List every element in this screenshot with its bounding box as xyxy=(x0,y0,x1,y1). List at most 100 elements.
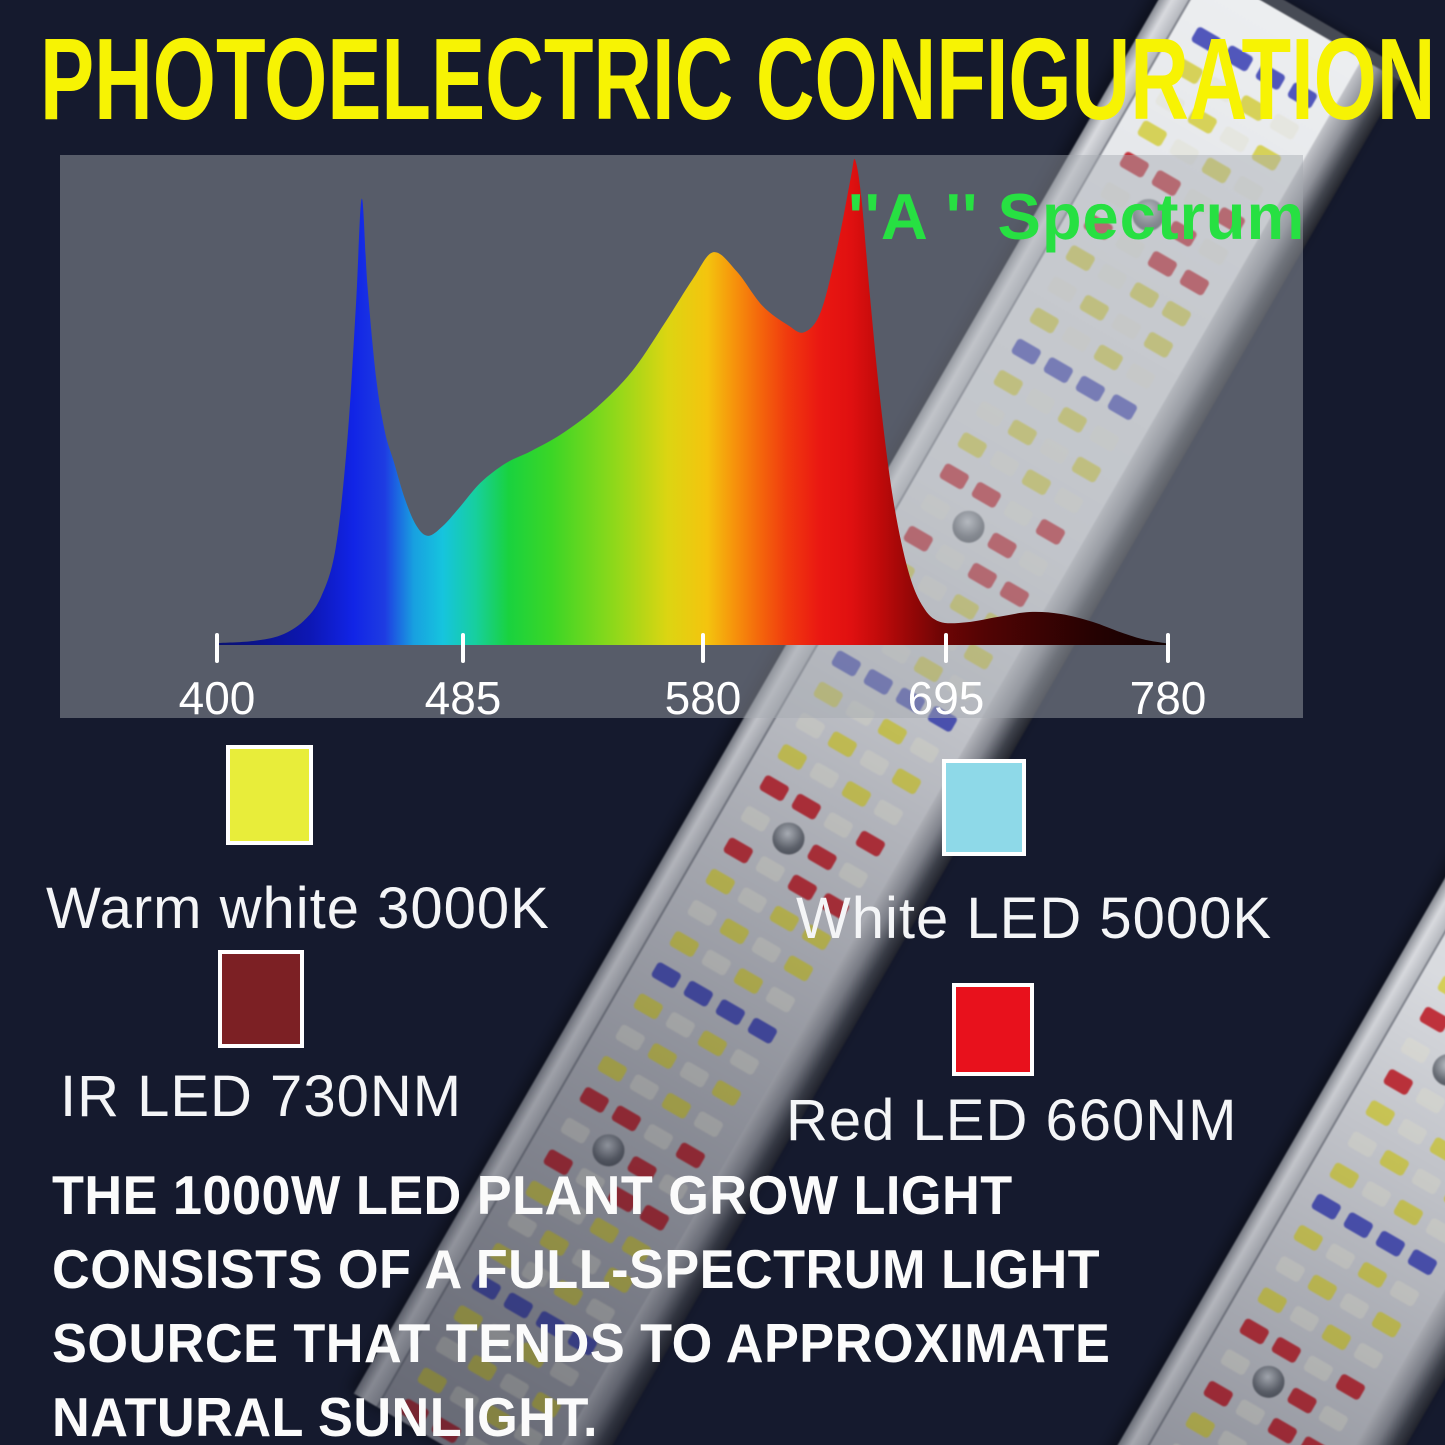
led-chip-red xyxy=(722,836,755,865)
led-chip-yellow xyxy=(596,1054,629,1083)
led-chip-blue xyxy=(650,961,683,990)
led-chip-pale xyxy=(739,804,772,833)
led-chip-pale xyxy=(808,761,841,790)
led-chip-pale xyxy=(1410,1167,1443,1196)
led-chip-yellow xyxy=(1356,1260,1389,1290)
led-chip-pale xyxy=(872,798,905,827)
led-chip-blue xyxy=(1342,1211,1375,1240)
led-chip-red xyxy=(1334,1372,1367,1402)
led-chip-pale xyxy=(700,948,733,977)
led-chip-pale xyxy=(1219,1347,1252,1377)
led-chip-pale xyxy=(1399,1036,1432,1065)
led-chip-yellow xyxy=(1320,1323,1353,1352)
led-chip-blue xyxy=(1374,1229,1407,1258)
led-chip-pale xyxy=(1352,1341,1385,1370)
led-chip-pale xyxy=(559,1116,592,1145)
led-chip-pale xyxy=(628,1073,661,1102)
led-chip-pale xyxy=(1338,1291,1371,1321)
spectrum-annotation: ''A '' Spectrum xyxy=(848,180,1306,253)
led-chip-yellow xyxy=(776,742,809,772)
legend-label-white-led: White LED 5000K xyxy=(796,886,1273,951)
led-chip-blue xyxy=(682,979,715,1008)
led-chip-yellow xyxy=(1392,1198,1425,1227)
led-chip-yellow xyxy=(1378,1148,1411,1177)
screw-icon xyxy=(1246,1359,1291,1404)
led-chip-red xyxy=(1266,1416,1299,1445)
led-chip-yellow xyxy=(668,929,701,959)
x-axis-tick xyxy=(944,633,948,663)
led-chip-red xyxy=(1382,1067,1415,1097)
led-chip-yellow xyxy=(646,1041,679,1071)
led-chip-yellow xyxy=(1370,1310,1403,1339)
description-text: THE 1000W LED PLANT GROW LIGHT CONSISTS … xyxy=(52,1158,1110,1445)
led-chip-pale xyxy=(1274,1254,1307,1284)
led-chip-pale xyxy=(822,811,855,840)
spectrum-chart xyxy=(217,159,1168,645)
led-chip-yellow xyxy=(732,966,765,996)
led-chip-red xyxy=(1286,1386,1319,1415)
led-chip-yellow xyxy=(1428,1136,1445,1165)
led-chip-pale xyxy=(1424,1216,1445,1246)
led-chip-pale xyxy=(1317,1404,1350,1433)
led-chip-red xyxy=(790,792,823,821)
led-chip-pale xyxy=(1346,1130,1379,1159)
description-line: NATURAL SUNLIGHT. xyxy=(52,1386,599,1445)
page-title: PHOTOELECTRIC CONFIGURATION xyxy=(40,14,1436,144)
led-chip-pale xyxy=(736,886,769,915)
led-chip-yellow xyxy=(1364,1099,1397,1128)
led-chip-yellow xyxy=(1292,1223,1325,1253)
x-axis-tick xyxy=(701,633,705,663)
description-line: THE 1000W LED PLANT GROW LIGHT xyxy=(52,1164,1013,1226)
legend-label-warm-white: Warm white 3000K xyxy=(46,876,550,941)
led-chip-pale xyxy=(692,1110,725,1139)
led-chip-pale xyxy=(678,1060,711,1089)
legend-swatch-warm-white xyxy=(226,745,313,845)
led-chip-pale xyxy=(1234,1398,1267,1427)
led-chip-pale xyxy=(1302,1354,1335,1383)
spectrum-chart-panel: 400 485 580 695 780 ''A '' Spectrum xyxy=(60,155,1306,724)
led-chip-pale xyxy=(750,935,783,964)
led-chip-yellow xyxy=(876,717,909,746)
led-chip-red xyxy=(806,843,839,872)
led-chip-blue xyxy=(1406,1248,1439,1277)
led-chip-pale xyxy=(1288,1304,1321,1333)
led-chip-pale xyxy=(1396,1117,1429,1146)
x-axis-tick-label: 485 xyxy=(424,672,502,724)
led-chip-pale xyxy=(686,898,719,927)
led-chip-yellow xyxy=(1306,1273,1339,1302)
led-chip-yellow xyxy=(826,730,859,759)
led-chip-yellow xyxy=(696,1029,729,1058)
led-chip-pale xyxy=(614,1023,647,1052)
led-chip-yellow xyxy=(840,779,873,809)
x-axis-tick xyxy=(1166,633,1170,663)
led-chip-pale xyxy=(1324,1242,1357,1271)
led-chip-pale xyxy=(1388,1279,1421,1308)
x-axis-tick-label: 580 xyxy=(664,672,742,724)
description-line: SOURCE THAT TENDS TO APPROXIMATE xyxy=(52,1312,1111,1374)
led-chip-yellow xyxy=(1328,1161,1361,1190)
led-chip-yellow xyxy=(890,767,923,796)
led-chip-yellow xyxy=(704,867,737,896)
screw-icon xyxy=(1426,1047,1445,1092)
led-chip-pale xyxy=(642,1122,675,1152)
description-line: CONSISTS OF A FULL-SPECTRUM LIGHT xyxy=(52,1238,1101,1300)
led-chip-pale xyxy=(858,748,891,777)
led-chip-blue xyxy=(714,998,747,1027)
led-chip-red xyxy=(1270,1335,1303,1365)
led-chip-pale xyxy=(1216,1429,1249,1445)
legend-swatch-red-led xyxy=(952,983,1034,1076)
spectrum-curve xyxy=(217,159,1168,645)
led-chip-pale xyxy=(764,985,797,1014)
led-chip-blue xyxy=(746,1016,779,1045)
led-chip-yellow xyxy=(1184,1410,1217,1440)
led-chip-pale xyxy=(754,854,787,884)
led-chip-yellow xyxy=(718,917,751,946)
led-chip-yellow xyxy=(660,1091,693,1120)
led-chip-red xyxy=(758,774,791,803)
screw-icon xyxy=(766,816,811,860)
legend-swatch-ir-led xyxy=(218,950,304,1048)
led-chip-red xyxy=(1238,1317,1271,1346)
led-chip-pale xyxy=(1360,1179,1393,1209)
led-chip-yellow xyxy=(1256,1286,1289,1315)
